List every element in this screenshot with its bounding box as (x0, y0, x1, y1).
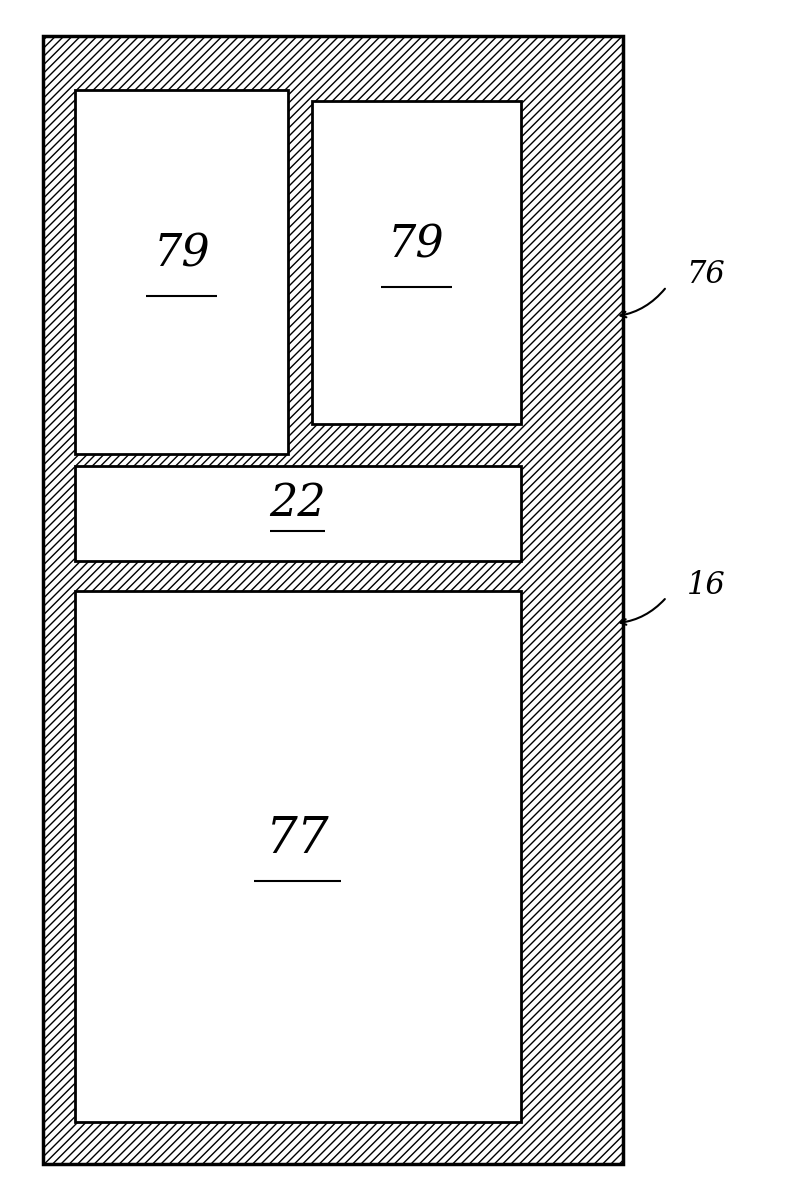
Text: 22: 22 (270, 482, 326, 525)
Bar (75, 591, 521, 1122)
Bar (75, 90, 288, 454)
Bar (312, 101, 521, 424)
Bar (75, 466, 521, 561)
Text: 16: 16 (686, 570, 725, 601)
Text: 79: 79 (388, 223, 444, 266)
Text: 76: 76 (686, 259, 725, 290)
Text: 79: 79 (153, 232, 210, 276)
Text: 77: 77 (266, 814, 330, 863)
Bar (43, 36, 623, 1164)
